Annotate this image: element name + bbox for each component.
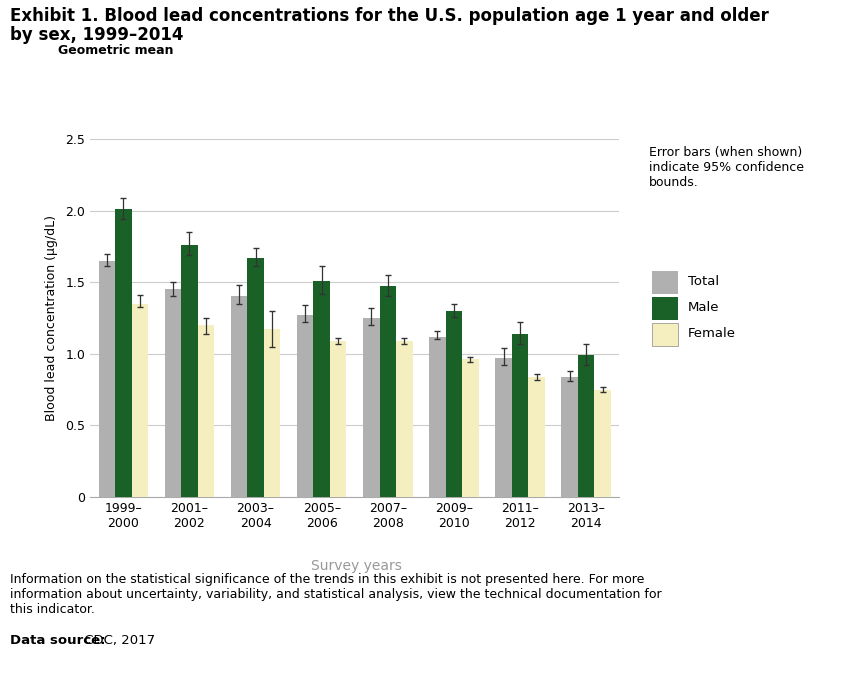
Text: CDC, 2017: CDC, 2017	[80, 634, 155, 647]
Bar	[164, 289, 181, 497]
Bar	[379, 286, 396, 497]
Bar	[363, 318, 379, 497]
Bar	[462, 359, 479, 497]
Bar	[512, 334, 528, 497]
Bar	[429, 336, 445, 497]
Bar	[297, 315, 313, 497]
Text: Male: Male	[688, 301, 720, 313]
Text: Data source:: Data source:	[10, 634, 106, 647]
Y-axis label: Blood lead concentration (µg/dL): Blood lead concentration (µg/dL)	[46, 215, 58, 421]
Bar	[99, 261, 115, 497]
Bar	[330, 341, 347, 497]
Bar	[594, 389, 611, 497]
Bar	[198, 325, 214, 497]
Text: Information on the statistical significance of the trends in this exhibit is not: Information on the statistical significa…	[10, 573, 662, 616]
Bar	[132, 304, 148, 497]
Bar	[528, 377, 545, 497]
Bar	[495, 358, 512, 497]
Text: Error bars (when shown)
indicate 95% confidence
bounds.: Error bars (when shown) indicate 95% con…	[649, 146, 804, 189]
Bar	[230, 297, 248, 497]
Bar	[248, 258, 264, 497]
Bar	[396, 341, 413, 497]
Text: Exhibit 1. Blood lead concentrations for the U.S. population age 1 year and olde: Exhibit 1. Blood lead concentrations for…	[10, 7, 769, 25]
Text: Female: Female	[688, 327, 736, 340]
Bar	[562, 377, 578, 497]
Text: Total: Total	[688, 275, 719, 288]
Text: Geometric mean: Geometric mean	[58, 44, 174, 57]
Text: by sex, 1999–2014: by sex, 1999–2014	[10, 26, 184, 44]
Bar	[115, 209, 132, 497]
Bar	[181, 245, 198, 497]
Bar	[445, 311, 462, 497]
Text: Survey years: Survey years	[311, 559, 402, 573]
Bar	[313, 281, 330, 497]
Bar	[578, 355, 594, 497]
Bar	[264, 329, 280, 497]
